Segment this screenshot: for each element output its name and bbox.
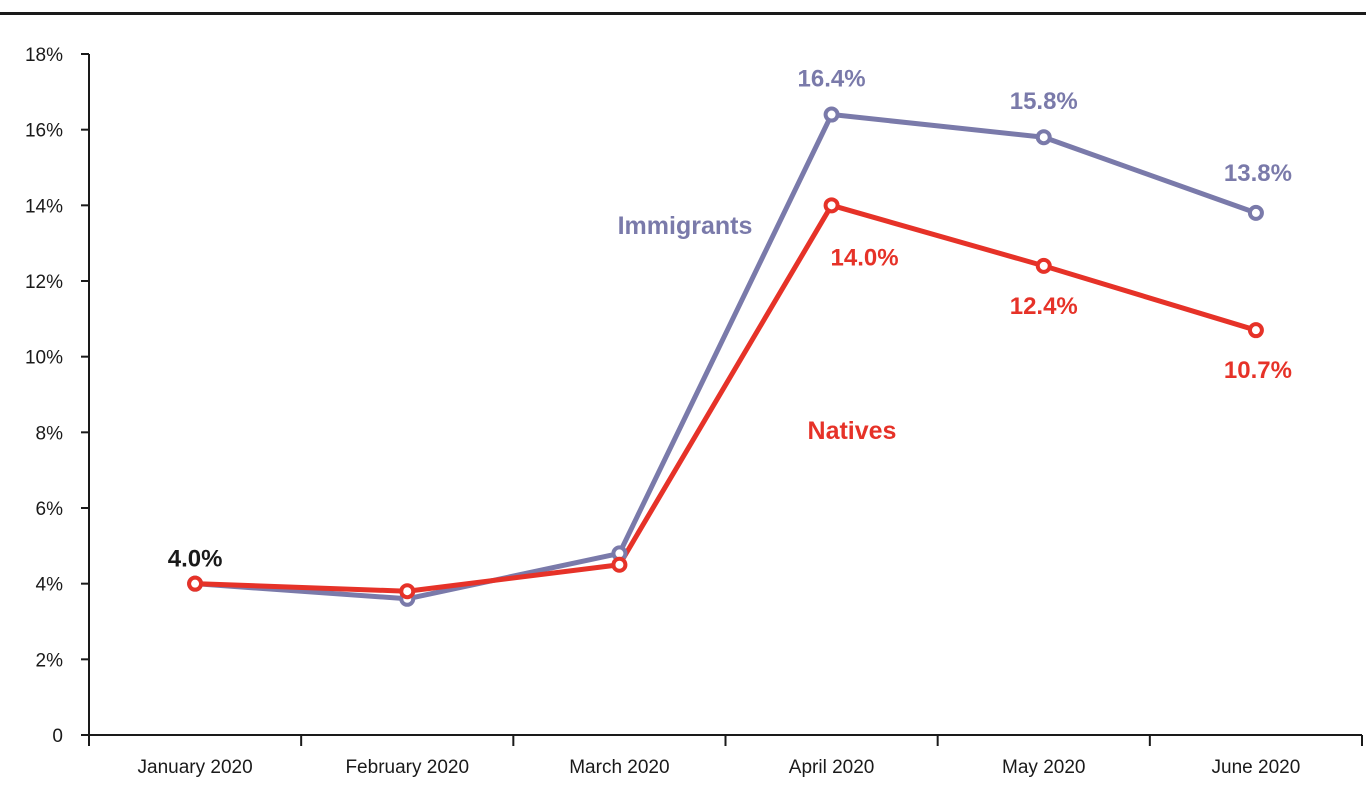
- x-tick-label: February 2020: [345, 757, 469, 778]
- data-point: [187, 575, 204, 592]
- x-tick-label: January 2020: [138, 757, 253, 778]
- y-tick-label: 8%: [36, 423, 64, 444]
- y-tick-label: 2%: [36, 650, 64, 671]
- data-point: [1035, 257, 1052, 274]
- series-label-natives: Natives: [808, 417, 897, 445]
- y-tick-label: 16%: [25, 121, 63, 142]
- y-tick-label: 12%: [25, 272, 63, 293]
- data-point: [1035, 129, 1052, 146]
- data-point: [399, 583, 416, 600]
- data-label: 13.8%: [1224, 160, 1292, 187]
- y-tick-label: 0: [52, 726, 63, 747]
- series-line-natives: [194, 202, 1257, 594]
- x-tick-label: June 2020: [1212, 757, 1301, 778]
- top-rule: [0, 12, 1366, 15]
- y-tick-label: 4%: [36, 575, 64, 596]
- y-tick-label: 10%: [25, 348, 63, 369]
- y-tick-label: 18%: [25, 45, 63, 66]
- data-label: 10.7%: [1224, 357, 1292, 384]
- data-label: 15.8%: [1010, 88, 1078, 115]
- data-point: [1247, 204, 1264, 221]
- series-label-immigrants: Immigrants: [618, 212, 753, 240]
- data-point: [823, 106, 840, 123]
- x-tick-label: March 2020: [569, 757, 669, 778]
- data-label: 14.0%: [831, 244, 899, 271]
- series-line-immigrants: [194, 112, 1257, 602]
- data-point: [1247, 322, 1264, 339]
- data-label: 4.0%: [168, 546, 223, 573]
- x-tick-label: April 2020: [789, 757, 875, 778]
- data-label: 12.4%: [1010, 293, 1078, 320]
- data-label: 16.4%: [798, 66, 866, 93]
- x-tick-label: May 2020: [1002, 757, 1085, 778]
- data-point: [611, 556, 628, 573]
- y-tick-label: 6%: [36, 499, 64, 520]
- y-tick-label: 14%: [25, 196, 63, 217]
- data-point: [823, 197, 840, 214]
